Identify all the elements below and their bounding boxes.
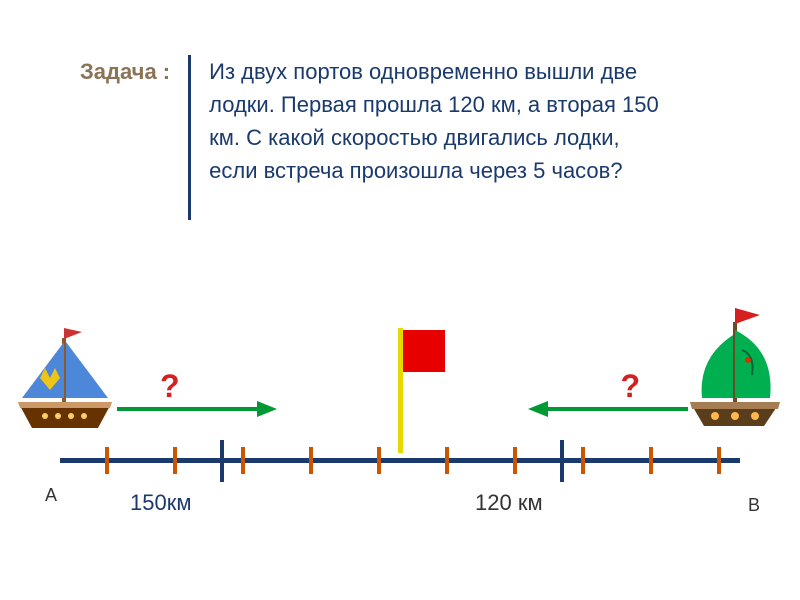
meeting-flag-icon <box>398 328 448 453</box>
distance-right-label: 120 км <box>475 490 543 516</box>
endpoint-a: А <box>45 485 57 506</box>
tick-mark <box>377 447 381 474</box>
tick-mark <box>309 447 313 474</box>
arrow-left-icon <box>525 398 690 420</box>
tick-mark <box>105 447 109 474</box>
vertical-divider <box>188 55 191 220</box>
number-line <box>60 445 740 485</box>
question-mark-right: ? <box>620 368 640 405</box>
motion-diagram: ? ? 150км 120 км А В <box>0 290 800 570</box>
task-label: Задача : <box>80 55 170 85</box>
line-base <box>60 458 740 463</box>
big-tick-mark <box>560 440 564 482</box>
tick-mark <box>173 447 177 474</box>
tick-mark <box>445 447 449 474</box>
boat-right-icon <box>680 300 790 435</box>
tick-mark <box>717 447 721 474</box>
tick-mark <box>241 447 245 474</box>
big-tick-mark <box>220 440 224 482</box>
problem-text: Из двух портов одновременно вышли две ло… <box>209 55 669 187</box>
distance-left-label: 150км <box>130 490 191 516</box>
problem-header: Задача : Из двух портов одновременно выш… <box>0 0 800 220</box>
boat-left-icon <box>10 320 120 435</box>
arrow-right-icon <box>115 398 280 420</box>
tick-mark <box>581 447 585 474</box>
tick-mark <box>649 447 653 474</box>
endpoint-b: В <box>748 495 760 516</box>
tick-mark <box>513 447 517 474</box>
question-mark-left: ? <box>160 368 180 405</box>
